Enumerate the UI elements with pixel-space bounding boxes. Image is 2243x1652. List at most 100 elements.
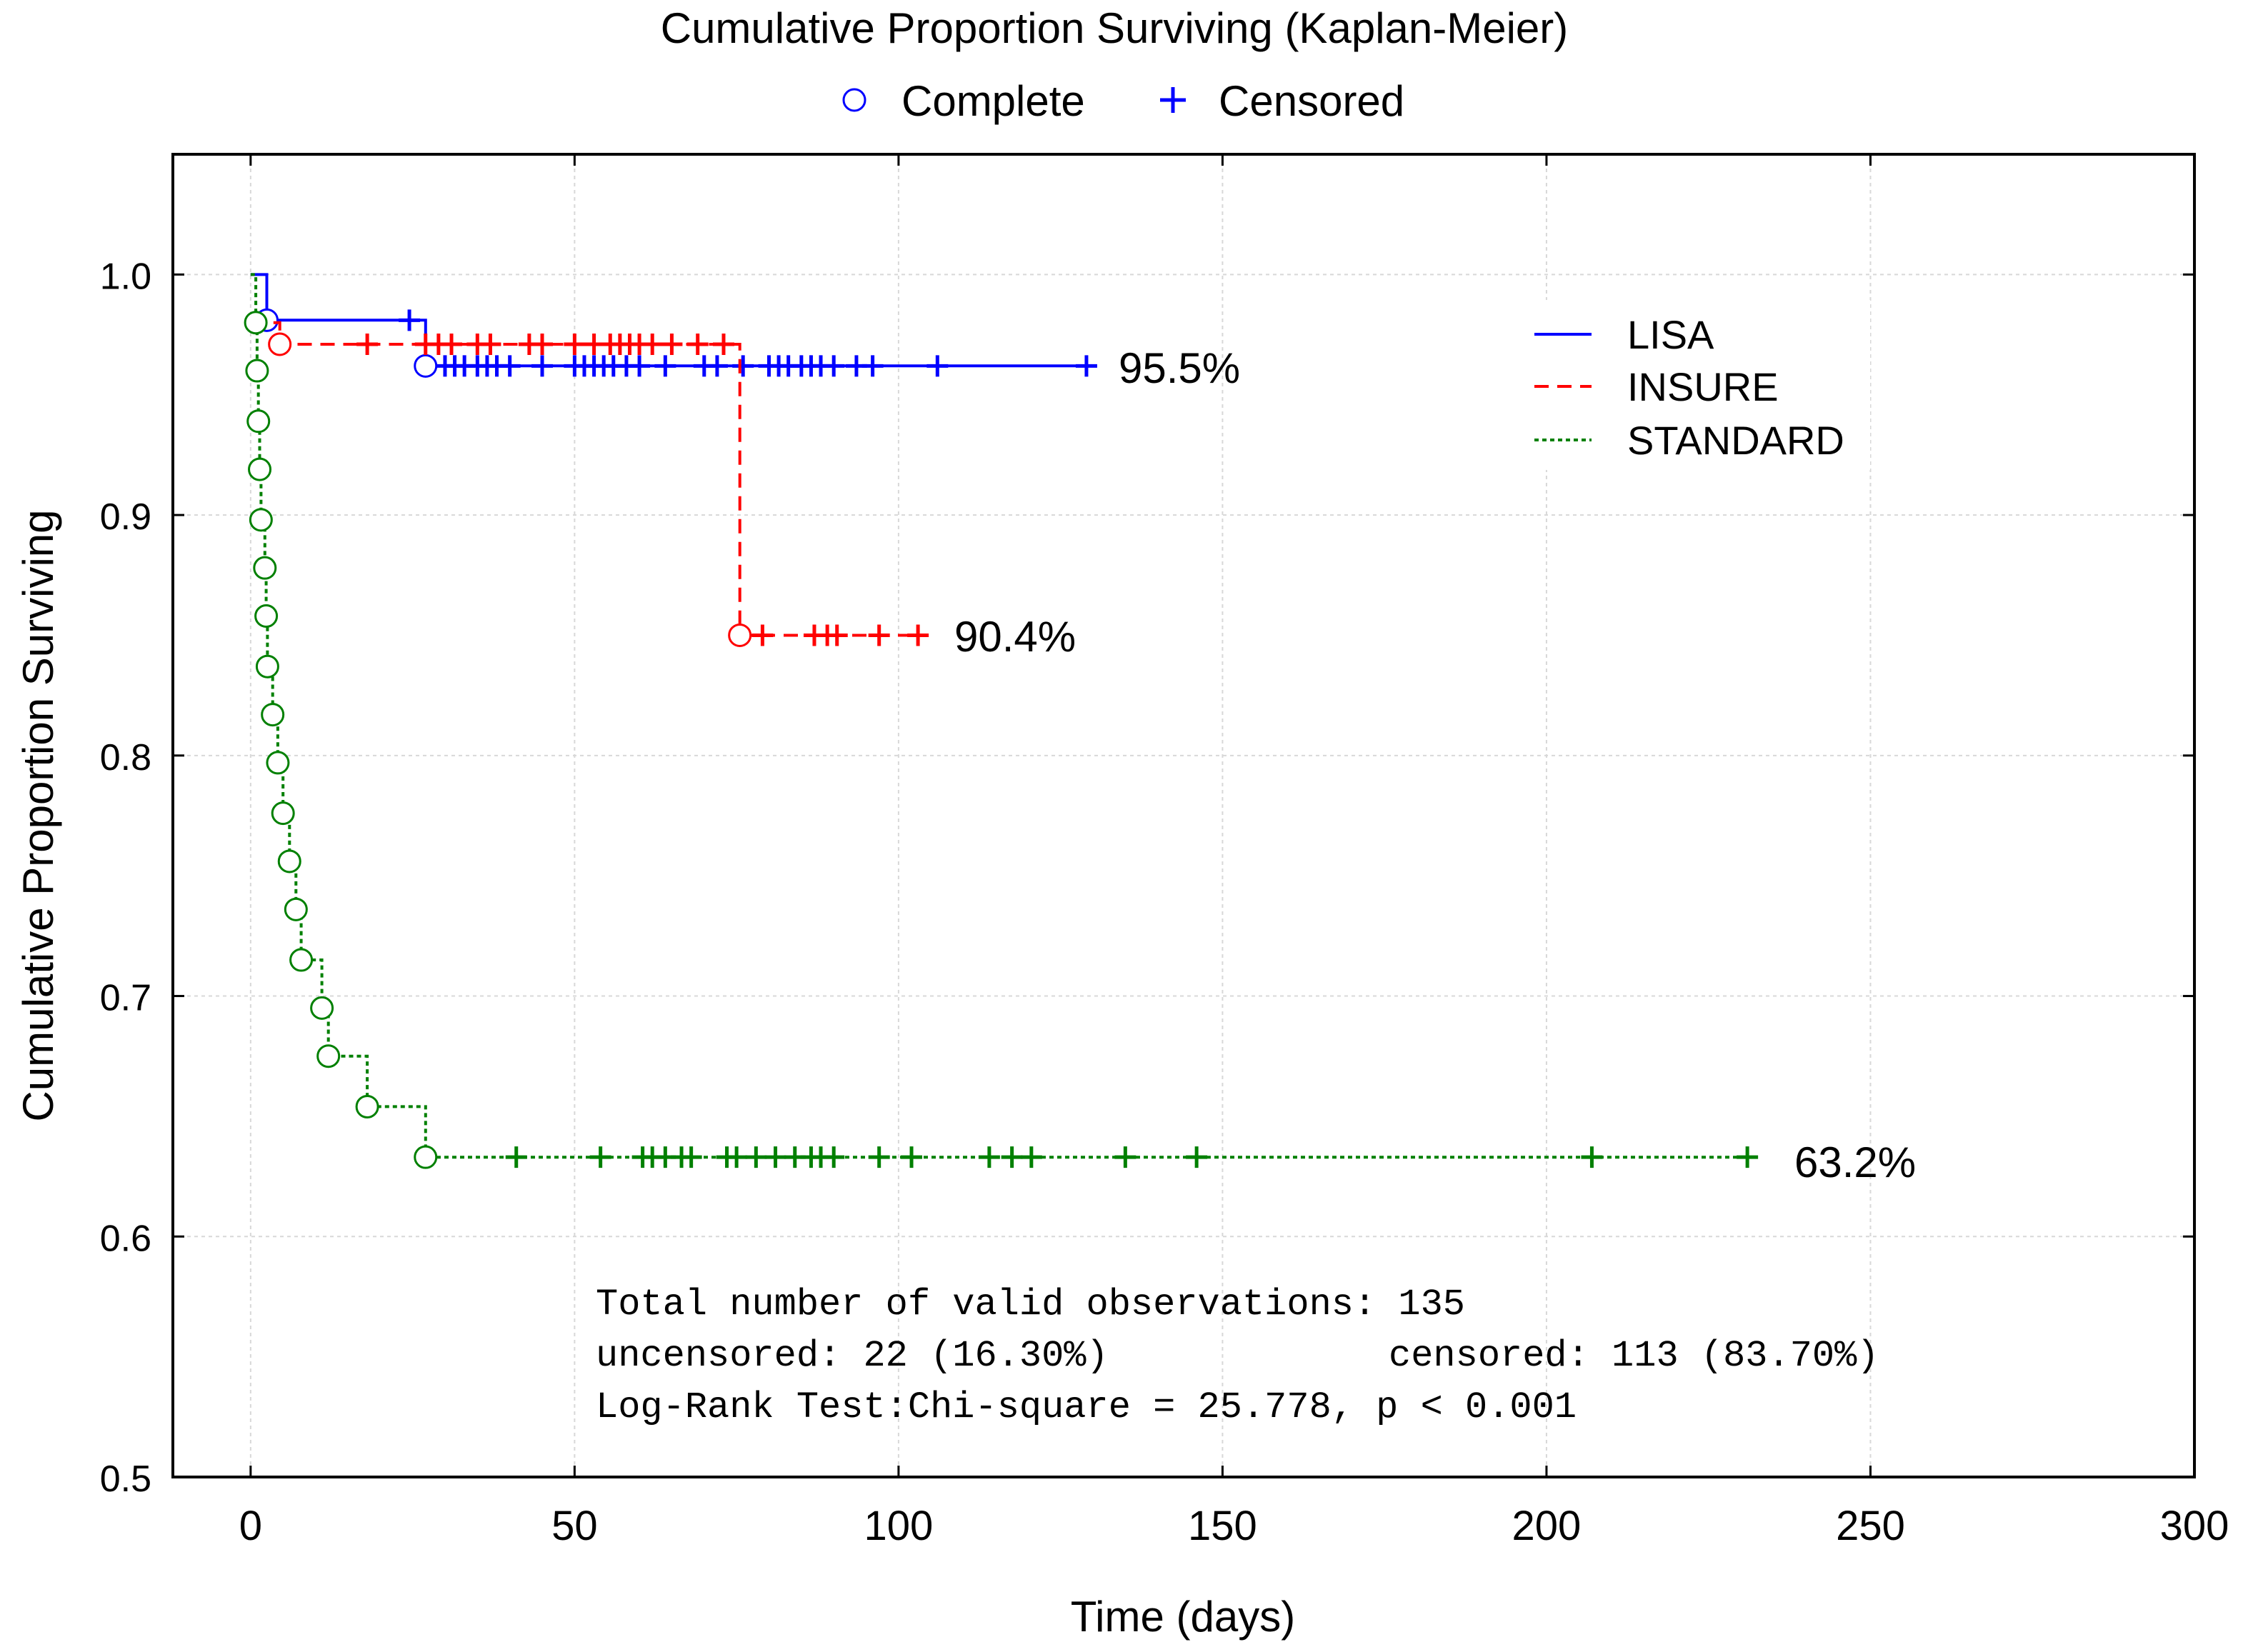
- censored-marker: [732, 355, 754, 377]
- censored-marker: [901, 1146, 923, 1168]
- censored-marker: [356, 334, 379, 356]
- censored-marker: [1020, 1146, 1042, 1168]
- y-tick-label: 0.9: [100, 496, 151, 538]
- censored-marker: [531, 355, 554, 377]
- complete-marker: [254, 604, 279, 629]
- annotation-uncensored: uncensored: 22 (16.30%): [596, 1335, 1109, 1377]
- y-tick-label: 0.5: [100, 1458, 151, 1500]
- censored-marker: [654, 355, 676, 377]
- censored-marker: [907, 624, 929, 646]
- legend-label-lisa: LISA: [1627, 312, 1714, 357]
- complete-marker: [253, 556, 277, 580]
- end-label-lisa: 95.5%: [1119, 344, 1240, 392]
- x-axis-label: Time (days): [1071, 1593, 1295, 1641]
- y-axis-label: Cumulative Proportion Surviving: [14, 509, 62, 1121]
- x-tick-label: 100: [864, 1503, 934, 1549]
- complete-marker: [284, 897, 308, 921]
- annotation-logrank: Log-Rank Test:Chi-square = 25.778, p < 0…: [596, 1386, 1577, 1428]
- complete-marker: [266, 751, 290, 775]
- complete-marker: [310, 996, 334, 1020]
- legend-label-standard: STANDARD: [1627, 418, 1844, 463]
- censored-marker: [589, 1146, 611, 1168]
- censored-marker-icon: [1160, 87, 1186, 113]
- series-insure: [250, 321, 929, 647]
- series-layer: [244, 273, 1759, 1169]
- censored-marker: [441, 334, 463, 356]
- censored-marker: [680, 1146, 702, 1168]
- y-tick-label: 0.8: [100, 737, 151, 779]
- censored-marker: [531, 334, 554, 356]
- x-tick-label: 150: [1188, 1503, 1257, 1549]
- censored-marker: [1075, 355, 1097, 377]
- end-label-standard: 63.2%: [1794, 1138, 1916, 1186]
- marker-legend: Complete Censored: [842, 77, 1404, 125]
- censored-marker: [823, 355, 845, 377]
- x-tick-label: 0: [239, 1503, 262, 1549]
- censored-legend-label: Censored: [1219, 77, 1404, 125]
- censored-marker: [399, 309, 421, 331]
- censored-marker: [1737, 1146, 1759, 1168]
- censored-marker: [978, 1146, 1000, 1168]
- censored-marker: [1001, 1146, 1023, 1168]
- x-tick-label: 300: [2160, 1503, 2229, 1549]
- censored-marker: [686, 334, 709, 356]
- censored-marker: [505, 1146, 527, 1168]
- censored-marker: [751, 624, 774, 646]
- censored-marker: [926, 355, 949, 377]
- censored-marker: [823, 1146, 845, 1168]
- censored-marker: [712, 334, 734, 356]
- series-standard: [244, 273, 1759, 1169]
- censored-marker: [764, 1146, 786, 1168]
- complete-marker: [261, 703, 285, 727]
- legend-label-insure: INSURE: [1627, 364, 1779, 409]
- axis-ticks: 0 50 100 150 200 250 300 0.5 0.6 0.7 0.8 0.9 1.0: [100, 154, 2229, 1549]
- censored-marker: [706, 355, 728, 377]
- censored-marker: [726, 1146, 748, 1168]
- complete-marker: [414, 354, 438, 378]
- series-legend: LISA INSURE STANDARD: [1523, 300, 1870, 470]
- complete-marker: [244, 311, 268, 335]
- complete-marker: [246, 409, 271, 434]
- complete-marker: [728, 623, 752, 647]
- censored-marker: [564, 334, 586, 356]
- plot-frame: [171, 153, 2196, 1478]
- complete-marker: [316, 1044, 341, 1068]
- complete-marker: [355, 1094, 379, 1118]
- complete-marker: [271, 801, 295, 826]
- complete-marker: [248, 457, 272, 481]
- y-tick-label: 0.6: [100, 1218, 151, 1259]
- statistics-annotation: Total number of valid observations: 135 …: [596, 1283, 1879, 1428]
- y-tick-label: 1.0: [100, 256, 151, 297]
- annotation-total: Total number of valid observations: 135: [596, 1283, 1465, 1326]
- x-tick-label: 50: [551, 1503, 598, 1549]
- complete-marker: [249, 508, 273, 532]
- x-tick-label: 200: [1512, 1503, 1582, 1549]
- complete-marker-icon: [842, 88, 866, 112]
- survival-line-lisa: [250, 273, 1086, 368]
- complete-marker: [268, 332, 292, 356]
- censored-marker: [629, 355, 651, 377]
- complete-marker: [277, 849, 301, 873]
- censored-marker: [661, 334, 683, 356]
- censored-marker: [641, 334, 664, 356]
- censored-marker: [868, 624, 890, 646]
- series-lisa: [250, 273, 1097, 378]
- complete-legend-label: Complete: [901, 77, 1085, 125]
- end-label-insure: 90.4%: [954, 613, 1076, 661]
- censored-marker: [479, 334, 501, 356]
- complete-marker: [245, 359, 269, 383]
- x-tick-label: 250: [1836, 1503, 1905, 1549]
- censored-marker: [861, 355, 884, 377]
- complete-marker: [289, 948, 314, 972]
- censored-marker: [1186, 1146, 1208, 1168]
- complete-marker: [414, 1145, 438, 1169]
- censored-marker: [868, 1146, 890, 1168]
- annotation-censored: censored: 113 (83.70%): [1389, 1335, 1879, 1377]
- chart-title: Cumulative Proportion Surviving (Kaplan-…: [661, 4, 1569, 52]
- complete-marker: [255, 654, 279, 679]
- survival-line-standard: [250, 273, 1748, 1159]
- censored-marker: [499, 355, 521, 377]
- censored-marker: [826, 624, 848, 646]
- censored-marker: [745, 1146, 767, 1168]
